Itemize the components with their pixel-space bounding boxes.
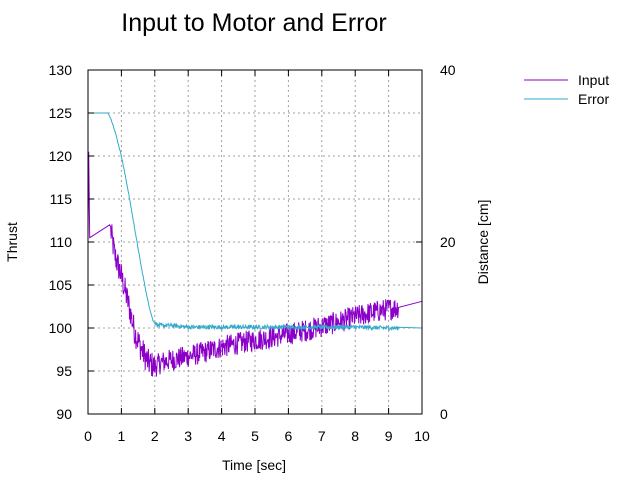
x-tick-label: 6 [285, 428, 293, 444]
x-tick-label: 1 [118, 428, 126, 444]
x-tick-label: 7 [318, 428, 326, 444]
legend: Input Error [524, 72, 609, 107]
x-tick-label: 0 [84, 428, 92, 444]
y-tick-label: 115 [50, 191, 73, 207]
y2-tick-label: 40 [440, 62, 456, 78]
y-tick-label: 110 [50, 234, 73, 250]
chart-title: Input to Motor and Error [121, 9, 386, 37]
y2-tick-label: 20 [440, 234, 456, 250]
y-tick-label: 130 [49, 62, 73, 78]
x-tick-label: 3 [184, 428, 192, 444]
y-tick-label: 105 [49, 277, 73, 293]
legend-label-input: Input [578, 72, 609, 88]
y-tick-label: 120 [49, 148, 73, 164]
series-line-input [87, 151, 423, 377]
x-tick-label: 8 [351, 428, 359, 444]
x-tick-label: 5 [251, 428, 259, 444]
x-axis-label: Time [sec] [222, 457, 286, 473]
x-tick-label: 2 [151, 428, 159, 444]
y-tick-label: 90 [56, 406, 72, 422]
legend-label-error: Error [578, 91, 609, 107]
y2-axis-label: Distance [cm] [475, 200, 491, 285]
x-tick-label: 9 [385, 428, 393, 444]
y-axis-label: Thrust [4, 222, 20, 262]
y-tick-label: 95 [56, 363, 72, 379]
ticks: 0 1 2 3 4 5 6 7 8 9 10 90 95 100 105 110 115 120 125 130 0 20… [49, 62, 456, 444]
x-tick-label: 10 [414, 428, 430, 444]
y-tick-label: 100 [49, 320, 73, 336]
x-tick-label: 4 [218, 428, 226, 444]
grid [88, 70, 422, 414]
series-layer [87, 112, 423, 377]
y2-tick-label: 0 [440, 406, 448, 422]
series-line-error [88, 112, 423, 332]
y-tick-label: 125 [49, 105, 73, 121]
